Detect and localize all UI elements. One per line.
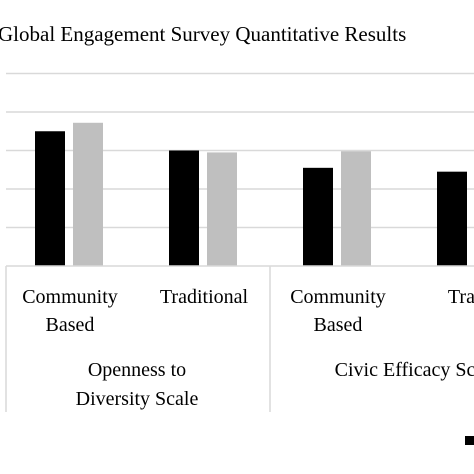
bar bbox=[35, 131, 65, 266]
legend-swatch bbox=[465, 436, 474, 445]
category-label: Community bbox=[290, 286, 386, 308]
category-label: Traditional bbox=[160, 286, 249, 308]
bar bbox=[303, 167, 333, 266]
legend bbox=[465, 436, 474, 445]
bar bbox=[73, 122, 103, 266]
category-label: Based bbox=[314, 314, 363, 336]
group-label: Openness to bbox=[88, 359, 186, 381]
category-label: Based bbox=[46, 314, 95, 336]
group-label: Diversity Scale bbox=[76, 388, 199, 410]
category-label: Tradit bbox=[448, 286, 474, 308]
group-label: Civic Efficacy Sc bbox=[335, 359, 474, 381]
bar bbox=[341, 151, 371, 266]
bar bbox=[437, 171, 467, 266]
bars bbox=[35, 122, 467, 266]
category-labels: Community Based Traditional Community Based T… bbox=[22, 286, 474, 336]
bar bbox=[169, 150, 199, 266]
group-labels: Openness to Diversity Scale Civic Efficacy… bbox=[76, 359, 474, 410]
category-label: Community bbox=[22, 286, 118, 308]
x-axis bbox=[5, 265, 474, 412]
chart-title: Global Engagement Survey Quantitative Re… bbox=[0, 22, 406, 46]
bar bbox=[207, 152, 237, 266]
